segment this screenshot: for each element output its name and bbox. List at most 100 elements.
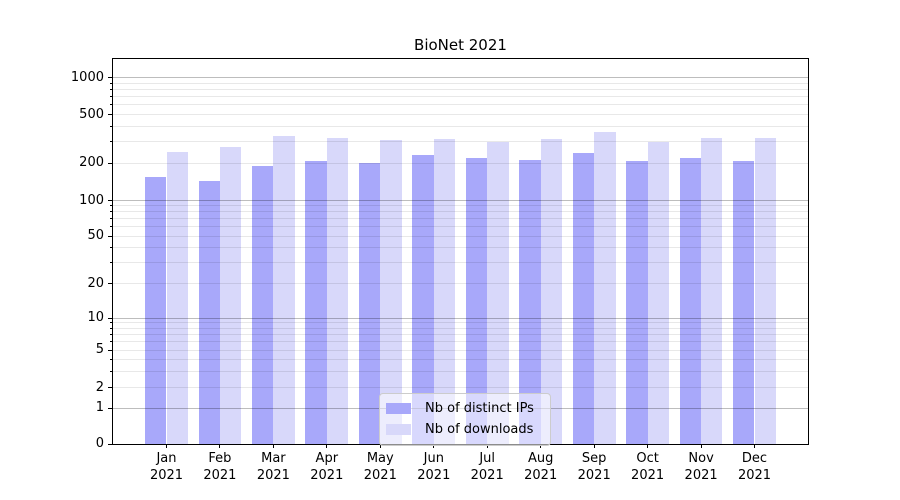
gridline-200 xyxy=(113,162,808,164)
gridline-40 xyxy=(113,247,808,249)
y-tick-label-1: 1 xyxy=(95,400,104,415)
bars-layer xyxy=(113,59,808,444)
gridline-3 xyxy=(113,370,808,372)
x-tick-mark-mar xyxy=(272,444,274,448)
y-tick-label-1000: 1000 xyxy=(70,69,104,85)
bar-downloads-jun xyxy=(433,139,456,444)
x-tick-label-dec: Dec 2021 xyxy=(737,451,772,483)
y-minor-tick-9 xyxy=(110,322,112,324)
gridline-700 xyxy=(113,96,808,97)
y-minor-tick-8 xyxy=(110,327,112,329)
gridline-30 xyxy=(113,262,808,263)
y-tick-mark-1000 xyxy=(108,77,112,78)
bar-downloads-dec xyxy=(754,137,776,444)
y-tick-mark-100 xyxy=(108,200,112,201)
gridline-5 xyxy=(113,349,808,351)
y-minor-tick-6 xyxy=(110,341,112,343)
x-tick-mark-aug xyxy=(540,444,542,448)
gridline-20 xyxy=(113,283,808,284)
x-tick-mark-may xyxy=(379,444,381,448)
x-tick-mark-jan xyxy=(166,444,167,448)
y-minor-tick-90 xyxy=(110,205,112,207)
bar-distinct-ips-apr xyxy=(305,161,327,444)
x-tick-label-oct: Oct 2021 xyxy=(631,451,665,483)
bar-downloads-oct xyxy=(647,141,669,444)
y-minor-tick-70 xyxy=(110,218,112,220)
bar-distinct-ips-jan xyxy=(145,177,167,444)
legend-label-distinct-ips: Nb of distinct IPs xyxy=(425,401,534,416)
gridline-4 xyxy=(113,358,808,360)
y-minor-tick-60 xyxy=(110,226,112,228)
gridline-100 xyxy=(113,200,808,201)
bar-distinct-ips-sep xyxy=(572,152,595,444)
y-tick-mark-0 xyxy=(108,443,112,445)
y-minor-tick-5 xyxy=(110,349,112,351)
y-minor-tick-900 xyxy=(110,82,112,84)
bar-downloads-sep xyxy=(594,132,616,444)
y-tick-label-500: 500 xyxy=(79,106,104,122)
x-tick-label-mar: Mar 2021 xyxy=(256,451,290,483)
x-tick-mark-sep xyxy=(593,444,595,448)
x-tick-label-may: May 2021 xyxy=(363,451,397,483)
x-tick-label-jun: Jun 2021 xyxy=(417,451,451,483)
gridline-300 xyxy=(113,141,808,142)
y-minor-tick-30 xyxy=(110,262,112,263)
gridline-60 xyxy=(113,226,808,228)
gridline-2 xyxy=(113,387,808,389)
gridline-800 xyxy=(113,88,808,90)
x-tick-mark-jun xyxy=(433,444,435,448)
legend-swatch-downloads xyxy=(386,424,411,435)
y-minor-tick-50 xyxy=(110,235,112,237)
y-minor-tick-2 xyxy=(110,387,112,389)
y-minor-tick-300 xyxy=(110,141,112,142)
y-tick-mark-10 xyxy=(108,317,112,319)
y-tick-label-50: 50 xyxy=(87,228,104,243)
y-minor-tick-20 xyxy=(110,283,112,284)
y-minor-tick-400 xyxy=(110,125,112,127)
legend-label-downloads: Nb of downloads xyxy=(425,422,534,437)
gridline-6 xyxy=(113,341,808,343)
gridline-900 xyxy=(113,82,808,84)
bar-distinct-ips-feb xyxy=(198,180,220,444)
y-minor-tick-600 xyxy=(110,104,112,106)
y-minor-tick-40 xyxy=(110,247,112,249)
legend-item-downloads: Nb of downloads xyxy=(386,419,550,440)
gridline-80 xyxy=(113,211,808,213)
x-tick-mark-oct xyxy=(647,444,649,448)
x-tick-label-apr: Apr 2021 xyxy=(310,451,344,483)
y-minor-tick-500 xyxy=(110,114,112,115)
bar-downloads-mar xyxy=(273,136,295,444)
bar-distinct-ips-oct xyxy=(626,161,648,444)
bar-distinct-ips-aug xyxy=(519,159,541,444)
bar-distinct-ips-jul xyxy=(465,157,488,444)
bar-distinct-ips-jun xyxy=(412,155,434,444)
bar-downloads-apr xyxy=(326,137,349,444)
legend: Nb of distinct IPs Nb of downloads xyxy=(379,393,551,446)
gridline-600 xyxy=(113,104,808,106)
gridline-9 xyxy=(113,322,808,324)
grid-layer xyxy=(113,59,808,444)
y-minor-tick-200 xyxy=(110,162,112,164)
bar-distinct-ips-nov xyxy=(679,157,702,444)
x-tick-label-aug: Aug 2021 xyxy=(524,451,558,483)
y-tick-label-100: 100 xyxy=(79,192,104,208)
bar-downloads-feb xyxy=(219,146,242,444)
gridline-500 xyxy=(113,114,808,115)
y-minor-tick-800 xyxy=(110,88,112,90)
y-minor-tick-80 xyxy=(110,211,112,213)
bar-downloads-may xyxy=(380,140,402,444)
x-tick-label-jan: Jan 2021 xyxy=(149,451,184,483)
y-minor-tick-3 xyxy=(110,370,112,372)
gridline-400 xyxy=(113,125,808,127)
gridline-8 xyxy=(113,327,808,329)
y-minor-tick-7 xyxy=(110,334,112,335)
y-tick-label-10: 10 xyxy=(87,310,104,325)
bar-downloads-nov xyxy=(701,138,723,444)
x-tick-mark-nov xyxy=(700,444,702,448)
gridline-10 xyxy=(113,317,808,319)
legend-swatch-distinct-ips xyxy=(386,403,411,414)
y-minor-tick-700 xyxy=(110,96,112,97)
x-tick-label-nov: Nov 2021 xyxy=(684,451,718,483)
bar-downloads-aug xyxy=(540,139,563,444)
